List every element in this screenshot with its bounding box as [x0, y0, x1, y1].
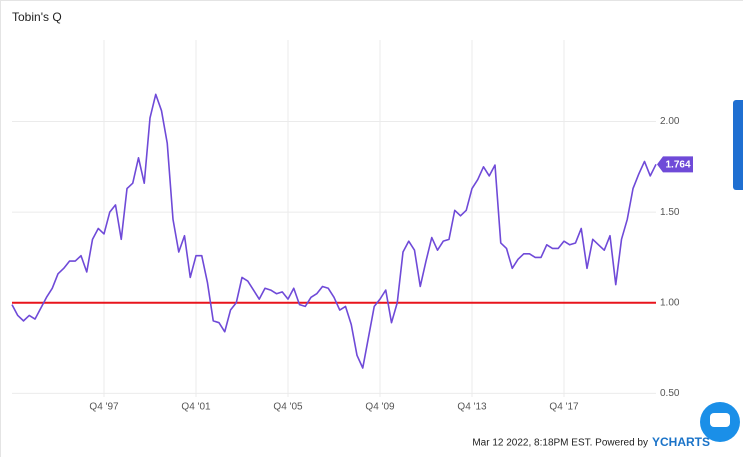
marks — [11, 93, 657, 369]
x-tick-label: Q4 '09 — [365, 402, 395, 413]
x-tick-label: Q4 '05 — [273, 402, 303, 413]
x-tick-label: Q4 '17 — [549, 402, 579, 413]
y-tick-label: 0.50 — [660, 388, 680, 399]
side-tab[interactable] — [733, 100, 743, 190]
x-tick-label: Q4 '13 — [457, 402, 487, 413]
x-tick-label: Q4 '97 — [89, 402, 119, 413]
chart-title: Tobin's Q — [12, 10, 62, 24]
y-tick-label: 1.00 — [660, 297, 680, 308]
x-tick-label: Q4 '01 — [181, 402, 211, 413]
last-value-label: 1.764 — [665, 159, 690, 170]
series-line — [11, 93, 657, 369]
y-tick-label: 2.00 — [660, 116, 680, 127]
brand: YCHARTS — [652, 435, 710, 449]
last-value-flag — [657, 156, 693, 173]
chat-icon — [710, 413, 730, 427]
footer: Mar 12 2022, 8:18PM EST. Powered by — [472, 438, 648, 449]
y-tick-label: 1.50 — [660, 207, 680, 218]
